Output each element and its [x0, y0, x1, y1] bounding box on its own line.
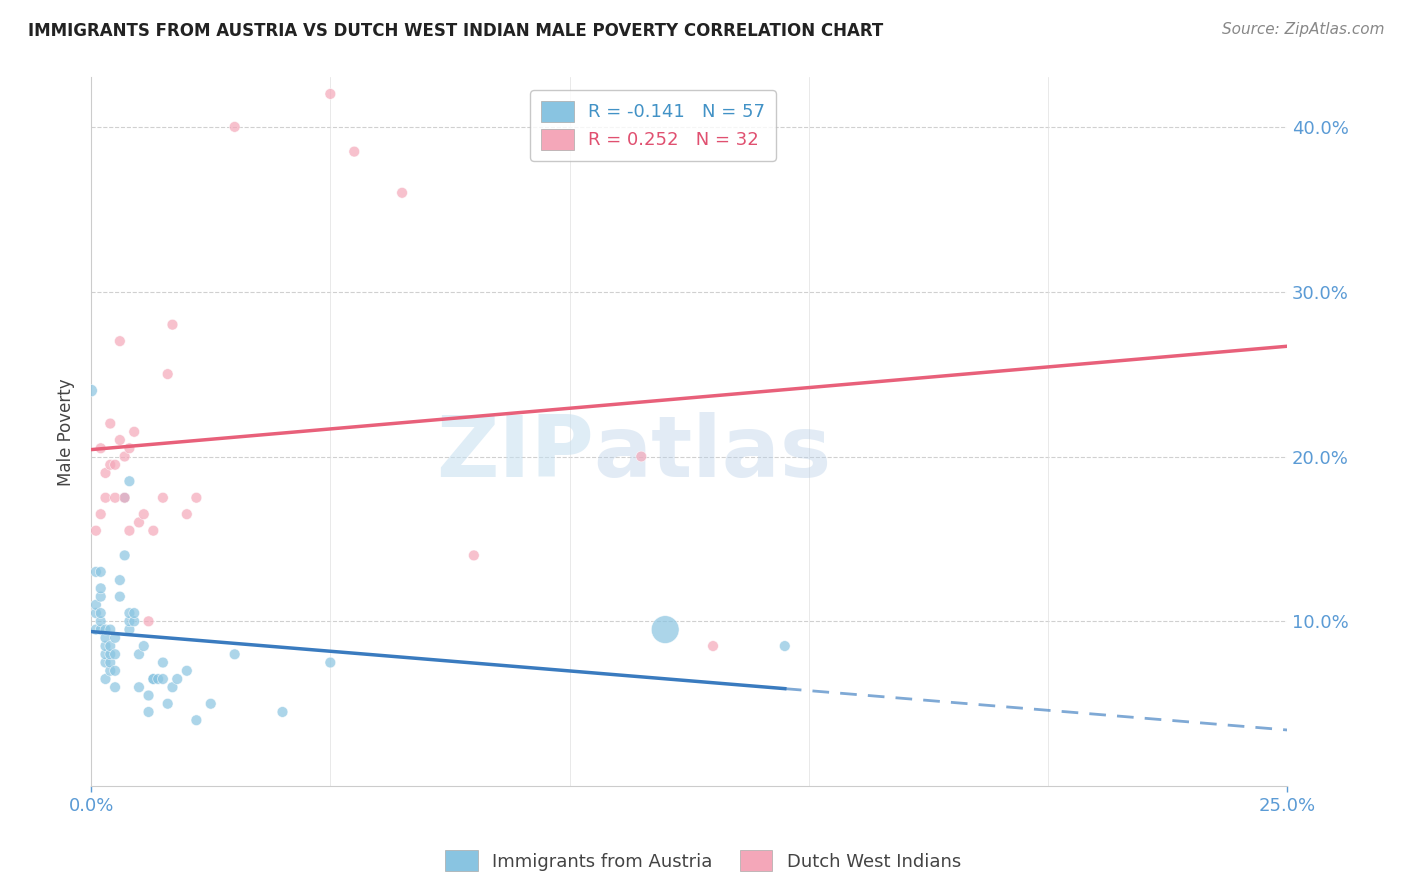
Point	[114, 491, 136, 505]
Point	[90, 507, 112, 521]
Point	[146, 672, 169, 686]
Point	[104, 491, 127, 505]
Point	[98, 623, 121, 637]
Point	[98, 639, 121, 653]
Point	[186, 713, 208, 727]
Point	[84, 524, 107, 538]
Point	[104, 664, 127, 678]
Point	[98, 648, 121, 662]
Point	[152, 656, 174, 670]
Point	[156, 367, 179, 381]
Point	[138, 615, 160, 629]
Point	[84, 565, 107, 579]
Point	[94, 672, 117, 686]
Point	[128, 648, 150, 662]
Point	[186, 491, 208, 505]
Point	[84, 598, 107, 612]
Point	[176, 507, 198, 521]
Point	[94, 466, 117, 480]
Point	[94, 623, 117, 637]
Point	[773, 639, 796, 653]
Point	[94, 491, 117, 505]
Text: IMMIGRANTS FROM AUSTRIA VS DUTCH WEST INDIAN MALE POVERTY CORRELATION CHART: IMMIGRANTS FROM AUSTRIA VS DUTCH WEST IN…	[28, 22, 883, 40]
Point	[84, 606, 107, 620]
Point	[94, 656, 117, 670]
Point	[90, 623, 112, 637]
Point	[138, 705, 160, 719]
Point	[162, 318, 184, 332]
Text: atlas: atlas	[593, 411, 832, 494]
Point	[114, 450, 136, 464]
Point	[114, 491, 136, 505]
Point	[224, 648, 246, 662]
Point	[142, 672, 165, 686]
Point	[132, 507, 155, 521]
Point	[166, 672, 188, 686]
Point	[224, 120, 246, 134]
Point	[132, 639, 155, 653]
Point	[176, 664, 198, 678]
Point	[104, 648, 127, 662]
Point	[128, 516, 150, 530]
Point	[118, 475, 141, 489]
Point	[94, 648, 117, 662]
Point	[108, 334, 131, 348]
Point	[152, 491, 174, 505]
Point	[118, 524, 141, 538]
Point	[84, 623, 107, 637]
Point	[122, 615, 145, 629]
Point	[128, 680, 150, 694]
Point	[90, 606, 112, 620]
Point	[90, 615, 112, 629]
Point	[118, 615, 141, 629]
Point	[80, 384, 103, 398]
Legend: R = -0.141   N = 57, R = 0.252   N = 32: R = -0.141 N = 57, R = 0.252 N = 32	[530, 90, 776, 161]
Point	[391, 186, 413, 200]
Point	[108, 433, 131, 447]
Point	[271, 705, 294, 719]
Point	[114, 549, 136, 563]
Point	[702, 639, 724, 653]
Point	[122, 606, 145, 620]
Point	[104, 680, 127, 694]
Point	[94, 631, 117, 645]
Point	[162, 680, 184, 694]
Point	[138, 689, 160, 703]
Point	[108, 573, 131, 587]
Point	[104, 458, 127, 472]
Point	[108, 590, 131, 604]
Point	[463, 549, 485, 563]
Point	[142, 524, 165, 538]
Point	[630, 450, 652, 464]
Point	[118, 606, 141, 620]
Point	[654, 623, 676, 637]
Point	[104, 631, 127, 645]
Point	[343, 145, 366, 159]
Point	[90, 442, 112, 456]
Text: ZIP: ZIP	[436, 411, 593, 494]
Point	[90, 590, 112, 604]
Point	[98, 664, 121, 678]
Point	[98, 656, 121, 670]
Point	[122, 425, 145, 439]
Text: Source: ZipAtlas.com: Source: ZipAtlas.com	[1222, 22, 1385, 37]
Point	[98, 458, 121, 472]
Point	[118, 442, 141, 456]
Point	[90, 565, 112, 579]
Point	[90, 582, 112, 596]
Y-axis label: Male Poverty: Male Poverty	[58, 378, 75, 485]
Point	[98, 417, 121, 431]
Point	[118, 623, 141, 637]
Point	[156, 697, 179, 711]
Point	[152, 672, 174, 686]
Point	[200, 697, 222, 711]
Point	[94, 639, 117, 653]
Legend: Immigrants from Austria, Dutch West Indians: Immigrants from Austria, Dutch West Indi…	[439, 843, 967, 879]
Point	[142, 672, 165, 686]
Point	[319, 87, 342, 101]
Point	[319, 656, 342, 670]
